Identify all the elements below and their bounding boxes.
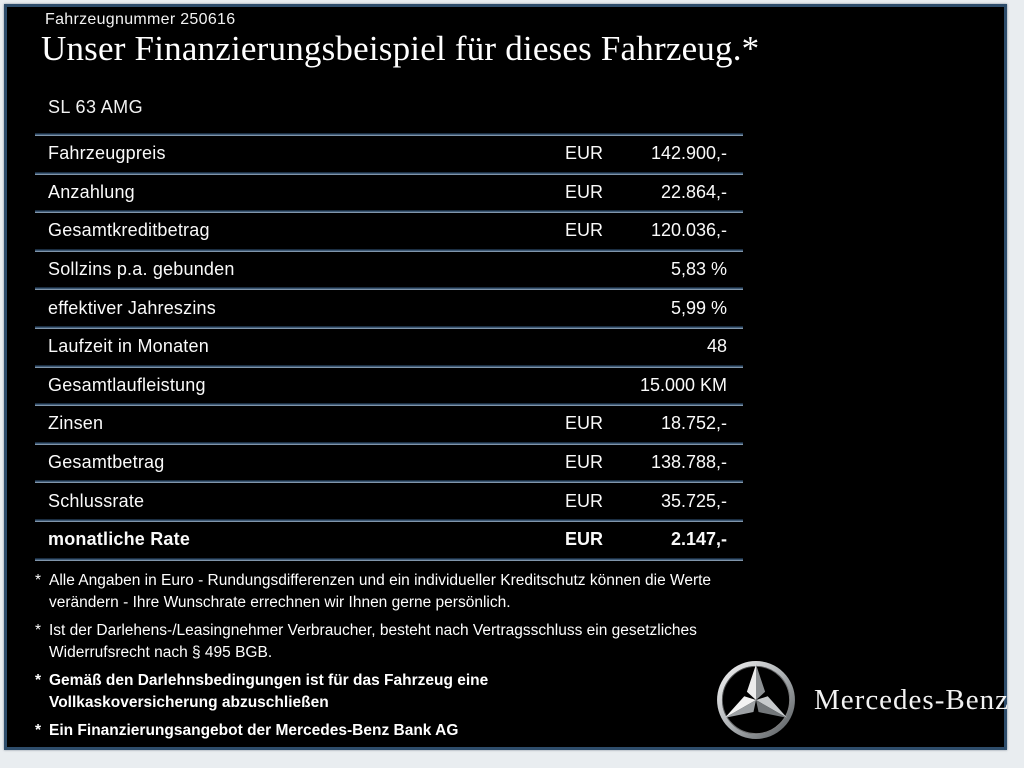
footnote-asterisk: * — [35, 572, 42, 589]
row-value: 48 — [706, 336, 727, 357]
row-amount: EUR 120.036,- — [565, 220, 727, 241]
footnotes: * Alle Angaben in Euro - Rundungsdiffere… — [35, 570, 749, 742]
row-amount: EUR 138.788,- — [565, 452, 727, 473]
row-separator — [35, 287, 743, 291]
table-row: Gesamtlaufleistung 15.000 KM — [35, 368, 743, 404]
footnote-asterisk: * — [35, 672, 42, 689]
row-separator — [35, 480, 743, 484]
row-currency: EUR — [565, 181, 604, 202]
footnote-item: * Gemäß den Darlehnsbedingungen ist für … — [35, 670, 749, 713]
row-currency: EUR — [565, 452, 604, 473]
row-label: Gesamtlaufleistung — [48, 374, 206, 395]
footnote-text: Alle Angaben in Euro - Rundungsdifferenz… — [49, 572, 712, 611]
vehicle-model: SL 63 AMG — [48, 97, 143, 117]
row-label: Gesamtkreditbetrag — [48, 220, 210, 241]
table-row: monatliche Rate EUR 2.147,- — [35, 522, 743, 558]
row-value: 142.900,- — [650, 143, 727, 164]
footnote-text: Ist der Darlehens-/Leasingnehmer Verbrau… — [49, 622, 697, 661]
row-separator — [35, 248, 743, 252]
footnote-item: * Alle Angaben in Euro - Rundungsdiffere… — [35, 570, 749, 613]
row-separator — [35, 171, 743, 175]
row-currency: EUR — [565, 413, 604, 434]
page-title: Unser Finanzierungsbeispiel für dieses F… — [41, 29, 760, 68]
footnote-item: * Ist der Darlehens-/Leasingnehmer Verbr… — [35, 620, 749, 663]
row-separator — [35, 364, 743, 368]
footnote-asterisk: * — [35, 622, 42, 639]
table-row: Gesamtbetrag EUR 138.788,- — [35, 445, 743, 481]
row-separator — [35, 557, 743, 561]
row-amount: 5,83 % — [565, 259, 727, 280]
row-label: Anzahlung — [48, 181, 135, 202]
row-value: 15.000 KM — [639, 374, 727, 395]
vehicle-number: Fahrzeugnummer 250616 — [45, 11, 236, 28]
table-row: Gesamtkreditbetrag EUR 120.036,- — [35, 213, 743, 249]
row-currency: EUR — [565, 490, 604, 511]
footnote-asterisk: * — [35, 722, 42, 739]
brand-name: Mercedes-Benz — [814, 683, 1009, 716]
row-currency: EUR — [565, 529, 604, 550]
row-label: Zinsen — [48, 413, 104, 434]
row-amount: EUR 35.725,- — [565, 491, 727, 512]
row-amount: 48 — [565, 336, 727, 357]
brand-area: Mercedes-Benz — [715, 659, 1009, 741]
financing-sheet-panel: Fahrzeugnummer 250616 Unser Finanzierung… — [4, 4, 1009, 750]
row-separator — [35, 210, 743, 214]
row-value: 5,99 % — [670, 297, 727, 318]
table-row: Laufzeit in Monaten 48 — [35, 329, 743, 365]
row-separator — [35, 441, 743, 445]
table-row: Schlussrate EUR 35.725,- — [35, 483, 743, 519]
row-currency: EUR — [565, 143, 604, 164]
table-row: Anzahlung EUR 22.864,- — [35, 175, 743, 211]
table-row: Fahrzeugpreis EUR 142.900,- — [35, 136, 743, 172]
row-value: 138.788,- — [650, 452, 727, 473]
footnote-text: Ein Finanzierungsangebot der Mercedes-Be… — [49, 722, 459, 739]
row-currency: EUR — [565, 220, 604, 241]
footnote-text: Gemäß den Darlehnsbedingungen ist für da… — [49, 672, 489, 711]
row-label: Gesamtbetrag — [48, 452, 165, 473]
row-separator — [35, 518, 743, 522]
row-separator — [35, 133, 743, 136]
row-label: Laufzeit in Monaten — [48, 336, 209, 357]
row-amount: EUR 142.900,- — [565, 143, 727, 164]
row-label: Sollzins p.a. gebunden — [48, 259, 235, 280]
row-amount: EUR 22.864,- — [565, 182, 727, 203]
row-separator — [35, 325, 743, 329]
row-label: monatliche Rate — [48, 529, 191, 550]
row-value: 35.725,- — [660, 490, 727, 511]
table-row: Zinsen EUR 18.752,- — [35, 406, 743, 442]
row-value: 18.752,- — [660, 413, 727, 434]
row-value: 2.147,- — [670, 529, 727, 550]
row-value: 22.864,- — [660, 181, 727, 202]
row-label: Fahrzeugpreis — [48, 143, 166, 164]
row-separator — [35, 403, 743, 407]
row-amount: EUR 2.147,- — [565, 529, 727, 550]
row-label: effektiver Jahreszins — [48, 297, 216, 318]
row-amount: 5,99 % — [565, 298, 727, 319]
row-amount: 15.000 KM — [565, 375, 727, 396]
mercedes-star-icon — [717, 661, 795, 739]
footnote-item: * Ein Finanzierungsangebot der Mercedes-… — [35, 720, 749, 742]
row-label: Schlussrate — [48, 490, 145, 511]
row-amount: EUR 18.752,- — [565, 413, 727, 434]
row-value: 5,83 % — [670, 259, 727, 280]
table-row: Sollzins p.a. gebunden 5,83 % — [35, 252, 743, 288]
financing-table: Fahrzeugpreis EUR 142.900,- Anzahlung EU… — [35, 133, 743, 561]
row-value: 120.036,- — [650, 220, 727, 241]
table-row: effektiver Jahreszins 5,99 % — [35, 290, 743, 326]
